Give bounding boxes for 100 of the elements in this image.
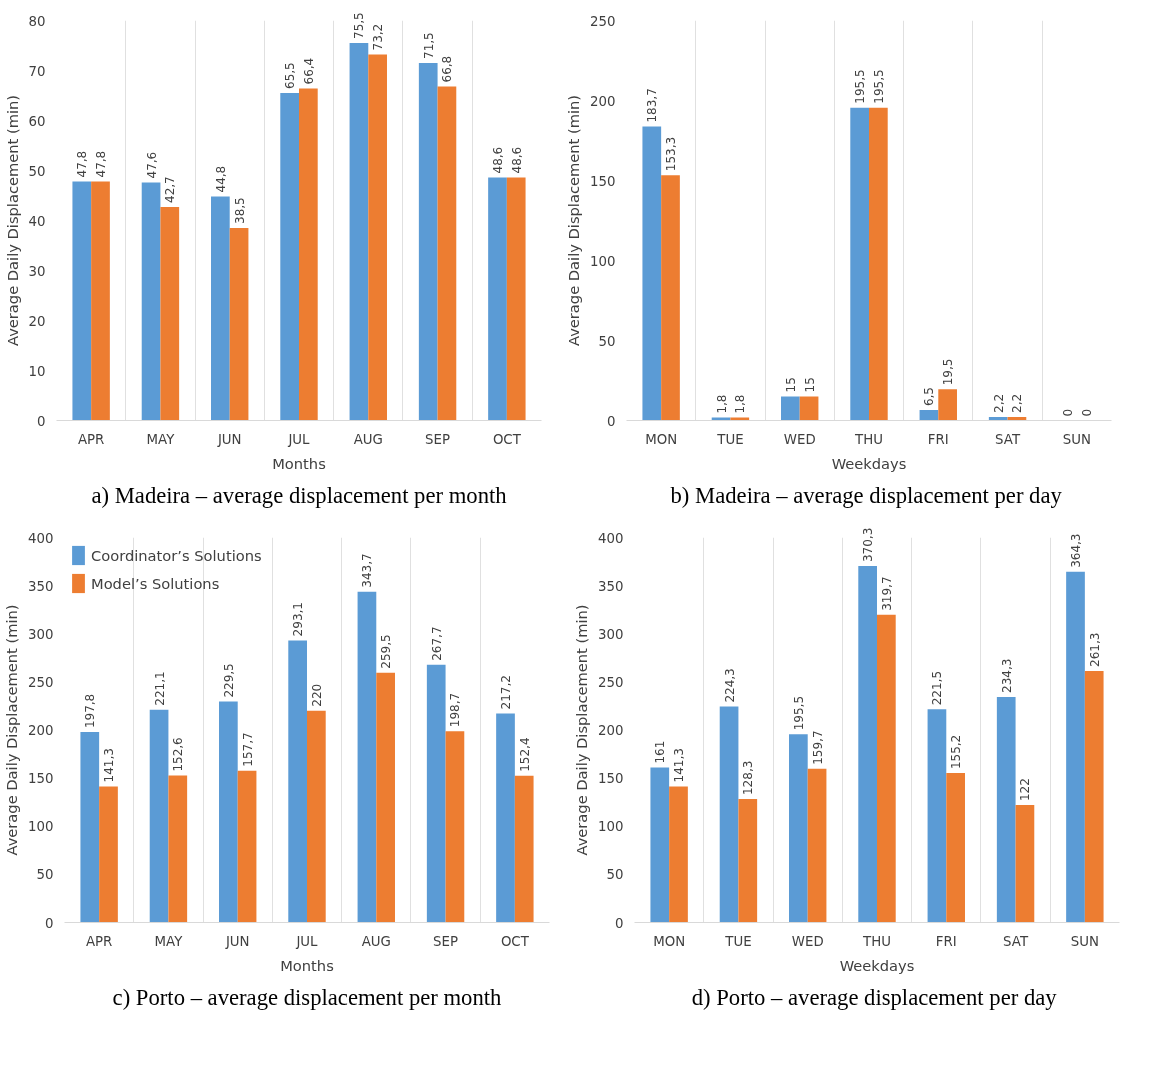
data-label: 157,7 <box>240 732 255 767</box>
bar <box>426 664 446 923</box>
bar <box>858 566 877 923</box>
bar <box>99 786 118 923</box>
y-tick-label: 250 <box>28 674 54 690</box>
bar <box>850 107 869 421</box>
bar <box>1066 571 1085 923</box>
data-label: 217,2 <box>499 675 513 710</box>
y-tick-label: 50 <box>598 333 616 349</box>
bar <box>141 182 161 421</box>
bar <box>357 591 377 923</box>
bar <box>669 786 688 923</box>
data-label: 220 <box>309 683 324 707</box>
bar <box>1084 671 1104 923</box>
data-label: 370,3 <box>861 527 876 563</box>
bar <box>781 396 800 421</box>
data-label: 2,2 <box>1010 393 1025 413</box>
data-label: 47,6 <box>144 151 159 179</box>
data-label: 48,6 <box>491 146 505 174</box>
bar <box>80 732 100 923</box>
data-label: 42,7 <box>163 176 178 203</box>
bar <box>219 701 238 923</box>
bar <box>237 770 257 923</box>
y-tick-label: 100 <box>590 253 616 269</box>
y-tick-label: 10 <box>28 363 46 379</box>
y-tick-label: 350 <box>28 578 54 594</box>
bar <box>496 713 515 923</box>
legend-label: Coordinator’s Solutions <box>91 546 262 564</box>
y-tick-label: 0 <box>607 413 616 429</box>
y-tick-label: 50 <box>606 867 624 883</box>
bar <box>280 93 299 421</box>
bar <box>91 181 110 421</box>
x-tick-label: AUG <box>361 933 391 949</box>
data-label: 152,4 <box>517 737 532 772</box>
data-label: 0 <box>1061 408 1075 417</box>
y-tick-label: 0 <box>45 915 54 931</box>
bar <box>418 63 438 421</box>
data-label: 234,3 <box>999 658 1014 693</box>
y-axis-title: Average Daily Displacement (min) <box>573 604 591 856</box>
text: a) Madeira – average displacement per month <box>91 482 508 508</box>
bar <box>168 775 188 923</box>
data-label: 153,3 <box>664 136 678 172</box>
x-axis-title: Months <box>272 454 326 472</box>
bar <box>160 207 180 421</box>
data-label: 159,7 <box>810 730 825 765</box>
x-tick-label: SUN <box>1070 933 1099 949</box>
x-tick-label: OCT <box>500 933 530 949</box>
bar <box>661 175 680 421</box>
text: d) Porto – average displacement per day <box>691 984 1058 1010</box>
x-tick-label: FRI <box>927 431 949 447</box>
y-tick-label: 40 <box>28 213 46 229</box>
bar <box>877 614 896 923</box>
bar <box>288 640 307 923</box>
bar <box>642 126 662 421</box>
y-tick-label: 200 <box>598 723 624 738</box>
data-label: 224,3 <box>722 668 737 703</box>
y-axis-title: Average Daily Displacement (min) <box>565 94 583 347</box>
bar <box>946 773 965 923</box>
x-tick-label: MON <box>645 431 678 447</box>
x-tick-label: OCT <box>492 431 522 447</box>
x-tick-label: FRI <box>935 933 957 949</box>
bar <box>927 709 947 923</box>
y-tick-label: 60 <box>28 113 46 129</box>
x-tick-label: APR <box>85 933 113 949</box>
bar <box>445 731 465 923</box>
data-label: 38,5 <box>232 197 247 224</box>
data-label: 47,8 <box>75 150 90 178</box>
data-label: 15 <box>802 377 817 393</box>
x-tick-label: MON <box>653 933 686 949</box>
bar <box>376 672 395 923</box>
data-label: 75,5 <box>352 12 367 39</box>
bar <box>437 86 457 421</box>
y-tick-label: 100 <box>598 819 624 835</box>
x-tick-label: AUG <box>353 431 383 447</box>
y-tick-label: 50 <box>28 163 46 179</box>
data-label: 152,6 <box>171 737 186 772</box>
text: c) Porto – average displacement per month <box>112 984 503 1010</box>
data-label: 261,3 <box>1087 632 1102 667</box>
data-label: 47,8 <box>94 150 108 178</box>
bar <box>1015 805 1035 923</box>
data-label: 65,5 <box>283 62 298 89</box>
bar <box>789 734 808 923</box>
x-tick-label: JUL <box>295 933 319 949</box>
bar <box>368 54 387 421</box>
bar <box>488 177 507 421</box>
y-axis-title: Average Daily Displacement (min) <box>3 604 21 856</box>
y-tick-label: 150 <box>28 771 54 787</box>
data-label: 343,7 <box>360 553 375 588</box>
data-label: 229,5 <box>221 663 236 698</box>
bar <box>506 177 526 421</box>
x-tick-label: MAY <box>154 933 184 949</box>
y-tick-label: 400 <box>598 530 624 546</box>
data-label: 195,5 <box>853 69 868 104</box>
data-label: 183,7 <box>645 88 660 123</box>
bar <box>996 696 1016 923</box>
data-label: 122 <box>1018 778 1033 802</box>
bar <box>229 228 249 421</box>
bar <box>938 389 957 421</box>
bar <box>919 410 939 421</box>
y-axis-title: Average Daily Displacement (min) <box>3 94 21 347</box>
